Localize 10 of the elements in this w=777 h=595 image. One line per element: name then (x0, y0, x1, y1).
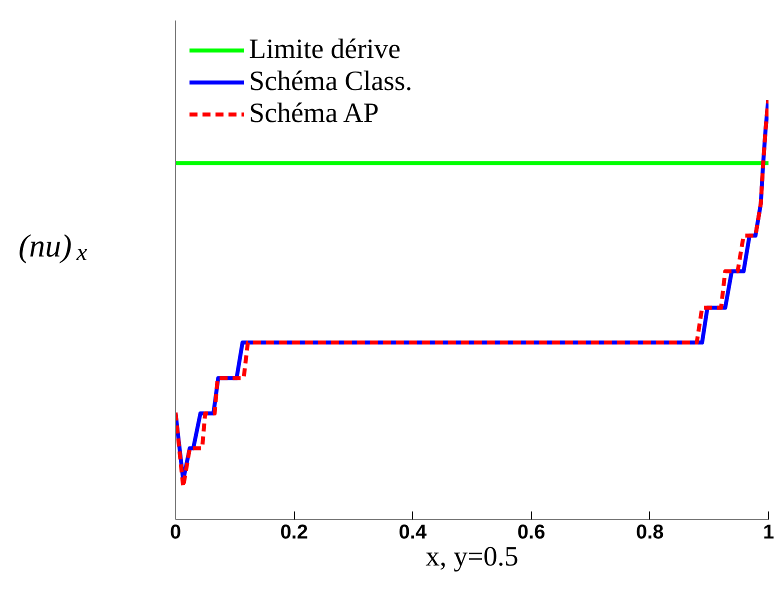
x-tick-label: 1 (762, 522, 774, 544)
legend-label: Schéma AP (249, 98, 379, 130)
x-axis-title: x, y=0.5 (426, 542, 518, 572)
legend-label: Schéma Class. (249, 66, 412, 98)
x-tick-label: 0.8 (636, 522, 664, 544)
x-tick-label: 0.2 (280, 522, 308, 544)
legend-label: Limite dérive (249, 34, 401, 66)
x-tick-label: 0.6 (517, 522, 546, 544)
x-tick-label: 0.4 (398, 522, 428, 544)
x-tick-label: 0 (170, 522, 182, 544)
